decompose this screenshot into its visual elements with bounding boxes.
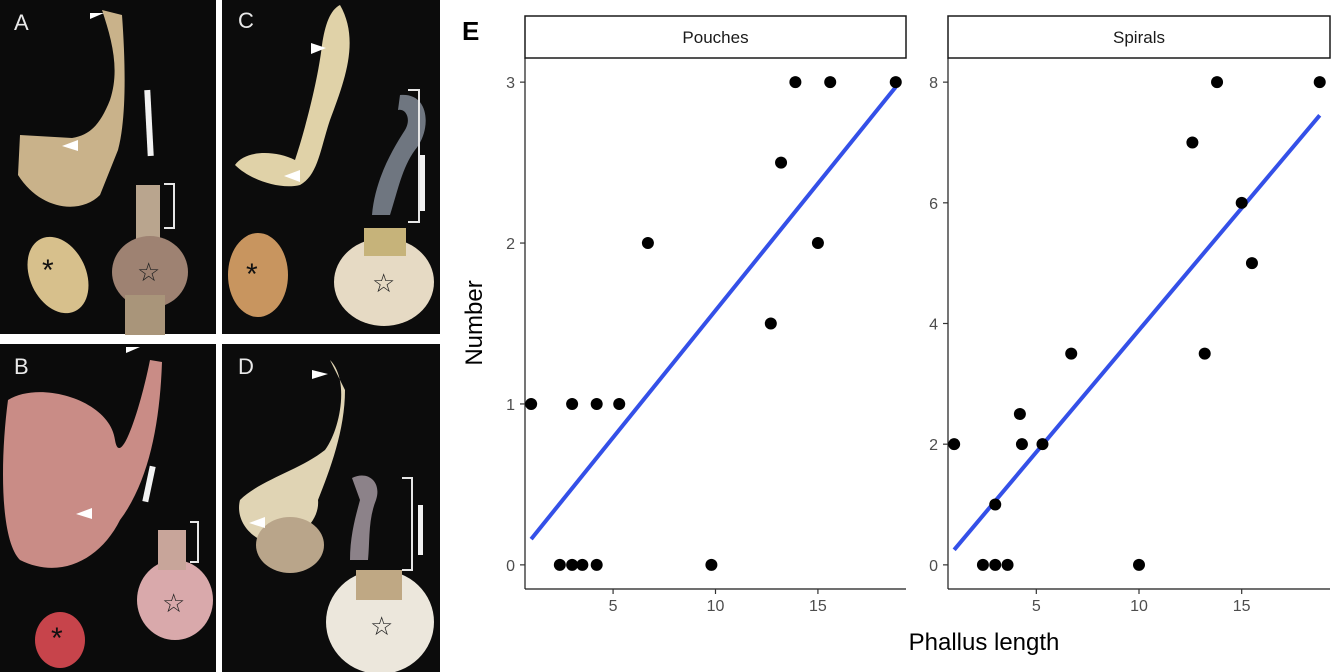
data-point-pouches — [775, 156, 788, 169]
photo-panel-a: A * ☆ — [0, 0, 216, 335]
data-point-spirals — [1235, 196, 1248, 209]
facet-title-spirals: Spirals — [1113, 28, 1165, 47]
data-point-spirals — [989, 498, 1002, 511]
data-point-spirals — [1211, 76, 1224, 89]
scatter-figure: E Pouches 5 10 15 0 1 2 3 Spirals 5 10 15 0 2 4 6 8 Phal… — [461, 15, 1331, 656]
data-point-pouches — [590, 397, 603, 410]
y-tick-label-pouches: 2 — [506, 236, 515, 253]
data-point-pouches — [613, 397, 626, 410]
data-point-pouches — [705, 558, 718, 571]
vesicle-mark-c: ☆ — [372, 269, 395, 299]
photo-letter-a: A — [14, 10, 29, 35]
data-point-spirals — [948, 438, 961, 451]
data-point-pouches — [566, 558, 579, 571]
data-point-spirals — [976, 558, 989, 571]
data-point-spirals — [1065, 347, 1078, 360]
photo-panel-d: D ☆ — [222, 344, 440, 672]
y-tick-label-spirals: 8 — [929, 75, 938, 92]
x-tick-label-spirals: 10 — [1130, 598, 1148, 615]
photo-panel-c: C * ☆ — [222, 0, 440, 334]
y-tick-label-spirals: 4 — [929, 317, 938, 334]
testis-mark-a: * — [42, 254, 54, 287]
testis-mark-b: * — [51, 622, 63, 655]
data-point-pouches — [590, 558, 603, 571]
data-point-spirals — [1186, 136, 1199, 149]
y-tick-label-spirals: 6 — [929, 196, 938, 213]
data-point-spirals — [1198, 347, 1211, 360]
panel-letter-e: E — [462, 16, 479, 46]
facet-title-pouches: Pouches — [682, 28, 748, 47]
data-point-pouches — [553, 558, 566, 571]
y-tick-label-pouches: 3 — [506, 75, 515, 92]
facet-spirals: Spirals 5 10 15 0 2 4 6 8 — [929, 15, 1331, 615]
fit-line-pouches — [529, 85, 898, 541]
data-point-pouches — [641, 237, 654, 250]
data-point-pouches — [764, 317, 777, 330]
facet-strip-pouches — [524, 15, 907, 59]
data-point-spirals — [1036, 438, 1049, 451]
vesicle-mark-d: ☆ — [370, 612, 393, 642]
facets-layer: Pouches 5 10 15 0 1 2 3 Spirals 5 10 15 0 2 4 6 8 — [506, 15, 1331, 615]
data-point-spirals — [1313, 76, 1326, 89]
x-tick-label-spirals: 15 — [1233, 598, 1251, 615]
x-axis-title: Phallus length — [909, 629, 1060, 656]
y-axis-title: Number — [461, 280, 488, 365]
data-point-spirals — [1245, 257, 1258, 270]
x-tick-label-spirals: 5 — [1032, 598, 1041, 615]
data-point-spirals — [1013, 408, 1026, 421]
facet-strip-spirals — [947, 15, 1331, 59]
facet-pouches: Pouches 5 10 15 0 1 2 3 — [506, 15, 907, 615]
data-point-pouches — [566, 397, 579, 410]
y-tick-label-pouches: 0 — [506, 558, 515, 575]
x-tick-label-pouches: 5 — [609, 598, 618, 615]
photo-letter-c: C — [238, 8, 254, 33]
data-point-pouches — [824, 76, 837, 89]
vesicle-mark-b: ☆ — [162, 589, 185, 619]
y-tick-label-spirals: 0 — [929, 558, 938, 575]
x-tick-label-pouches: 15 — [809, 598, 827, 615]
data-point-pouches — [789, 76, 802, 89]
fit-line-spirals — [952, 114, 1322, 552]
data-point-pouches — [889, 76, 902, 89]
data-point-pouches — [525, 397, 538, 410]
photo-panel-b: B * ☆ — [0, 344, 216, 672]
testis-mark-c: * — [246, 258, 258, 291]
x-tick-label-pouches: 10 — [707, 598, 725, 615]
specimen-photos: A * ☆ C * ☆ B * ☆ — [0, 0, 440, 672]
y-tick-label-spirals: 2 — [929, 437, 938, 454]
y-tick-label-pouches: 1 — [506, 397, 515, 414]
data-point-pouches — [811, 237, 824, 250]
data-point-pouches — [576, 558, 589, 571]
photo-letter-d: D — [238, 354, 254, 379]
data-point-spirals — [1001, 558, 1014, 571]
data-point-spirals — [1133, 558, 1145, 571]
data-point-spirals — [989, 558, 1002, 571]
photo-letter-b: B — [14, 354, 29, 379]
data-point-spirals — [1015, 438, 1028, 451]
vesicle-mark-a: ☆ — [137, 258, 160, 288]
